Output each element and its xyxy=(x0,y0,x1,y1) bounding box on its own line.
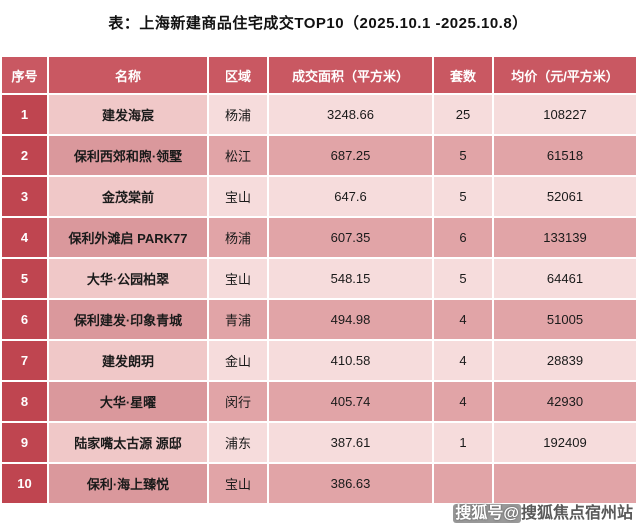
table-row: 1 建发海宸 杨浦 3248.66 25 108227 xyxy=(0,93,636,136)
name-cell: 金茂棠前 xyxy=(47,175,209,218)
region-cell: 浦东 xyxy=(207,421,269,464)
area-cell: 405.74 xyxy=(267,380,434,423)
rank-cell: 7 xyxy=(0,339,49,382)
table-row: 3 金茂棠前 宝山 647.6 5 52061 xyxy=(0,175,636,218)
name-cell: 陆家嘴太古源 源邸 xyxy=(47,421,209,464)
area-cell: 3248.66 xyxy=(267,93,434,136)
area-cell: 410.58 xyxy=(267,339,434,382)
units-cell: 4 xyxy=(432,339,494,382)
rank-cell: 6 xyxy=(0,298,49,341)
price-cell: 133139 xyxy=(492,216,636,259)
price-cell: 42930 xyxy=(492,380,636,423)
header-area: 成交面积（平方米） xyxy=(267,55,434,95)
header-units: 套数 xyxy=(432,55,494,95)
rank-cell: 2 xyxy=(0,134,49,177)
area-cell: 607.35 xyxy=(267,216,434,259)
units-cell: 5 xyxy=(432,257,494,300)
rank-cell: 8 xyxy=(0,380,49,423)
sohu-watermark-account: 搜狐焦点宿州站 xyxy=(520,505,633,522)
price-cell: 51005 xyxy=(492,298,636,341)
top10-table: 序号 名称 区域 成交面积（平方米） 套数 均价（元/平方米） 1 建发海宸 杨… xyxy=(0,55,636,505)
header-name: 名称 xyxy=(47,55,209,95)
region-cell: 金山 xyxy=(207,339,269,382)
region-cell: 杨浦 xyxy=(207,216,269,259)
area-cell: 387.61 xyxy=(267,421,434,464)
rank-cell: 1 xyxy=(0,93,49,136)
rank-cell: 9 xyxy=(0,421,49,464)
table-row: 2 保利西郊和煦·领墅 松江 687.25 5 61518 xyxy=(0,134,636,177)
table-row: 9 陆家嘴太古源 源邸 浦东 387.61 1 192409 xyxy=(0,421,636,464)
header-price: 均价（元/平方米） xyxy=(492,55,636,95)
rank-cell: 3 xyxy=(0,175,49,218)
region-cell: 宝山 xyxy=(207,175,269,218)
area-cell: 647.6 xyxy=(267,175,434,218)
price-cell: 52061 xyxy=(492,175,636,218)
price-cell: 64461 xyxy=(492,257,636,300)
header-row: 序号 名称 区域 成交面积（平方米） 套数 均价（元/平方米） xyxy=(0,55,636,95)
rank-cell: 10 xyxy=(0,462,49,505)
region-cell: 宝山 xyxy=(207,462,269,505)
units-cell xyxy=(432,462,494,505)
units-cell: 5 xyxy=(432,175,494,218)
units-cell: 4 xyxy=(432,380,494,423)
watermark: 搜狐号@ 搜狐焦点宿州站 xyxy=(453,504,633,524)
units-cell: 4 xyxy=(432,298,494,341)
rank-cell: 4 xyxy=(0,216,49,259)
region-cell: 闵行 xyxy=(207,380,269,423)
rank-cell: 5 xyxy=(0,257,49,300)
price-cell xyxy=(492,462,636,505)
name-cell: 保利·海上臻悦 xyxy=(47,462,209,505)
table-row: 7 建发朗玥 金山 410.58 4 28839 xyxy=(0,339,636,382)
name-cell: 大华·公园柏翠 xyxy=(47,257,209,300)
table-row: 5 大华·公园柏翠 宝山 548.15 5 64461 xyxy=(0,257,636,300)
region-cell: 青浦 xyxy=(207,298,269,341)
name-cell: 保利建发·印象青城 xyxy=(47,298,209,341)
price-cell: 61518 xyxy=(492,134,636,177)
name-cell: 大华·星曜 xyxy=(47,380,209,423)
units-cell: 25 xyxy=(432,93,494,136)
area-cell: 494.98 xyxy=(267,298,434,341)
area-cell: 386.63 xyxy=(267,462,434,505)
area-cell: 548.15 xyxy=(267,257,434,300)
name-cell: 保利西郊和煦·领墅 xyxy=(47,134,209,177)
price-cell: 28839 xyxy=(492,339,636,382)
units-cell: 1 xyxy=(432,421,494,464)
region-cell: 杨浦 xyxy=(207,93,269,136)
region-cell: 松江 xyxy=(207,134,269,177)
header-region: 区域 xyxy=(207,55,269,95)
name-cell: 保利外滩启 PARK77 xyxy=(47,216,209,259)
name-cell: 建发朗玥 xyxy=(47,339,209,382)
name-cell: 建发海宸 xyxy=(47,93,209,136)
price-cell: 192409 xyxy=(492,421,636,464)
sohu-watermark-badge: 搜狐号@ xyxy=(453,504,521,523)
table-row: 10 保利·海上臻悦 宝山 386.63 xyxy=(0,462,636,505)
table-row: 6 保利建发·印象青城 青浦 494.98 4 51005 xyxy=(0,298,636,341)
page-title: 表：上海新建商品住宅成交TOP10（2025.10.1 -2025.10.8） xyxy=(108,15,528,32)
units-cell: 5 xyxy=(432,134,494,177)
region-cell: 宝山 xyxy=(207,257,269,300)
price-cell: 108227 xyxy=(492,93,636,136)
table-row: 8 大华·星曜 闵行 405.74 4 42930 xyxy=(0,380,636,423)
area-cell: 687.25 xyxy=(267,134,434,177)
units-cell: 6 xyxy=(432,216,494,259)
table-row: 4 保利外滩启 PARK77 杨浦 607.35 6 133139 xyxy=(0,216,636,259)
header-rank: 序号 xyxy=(0,55,49,95)
